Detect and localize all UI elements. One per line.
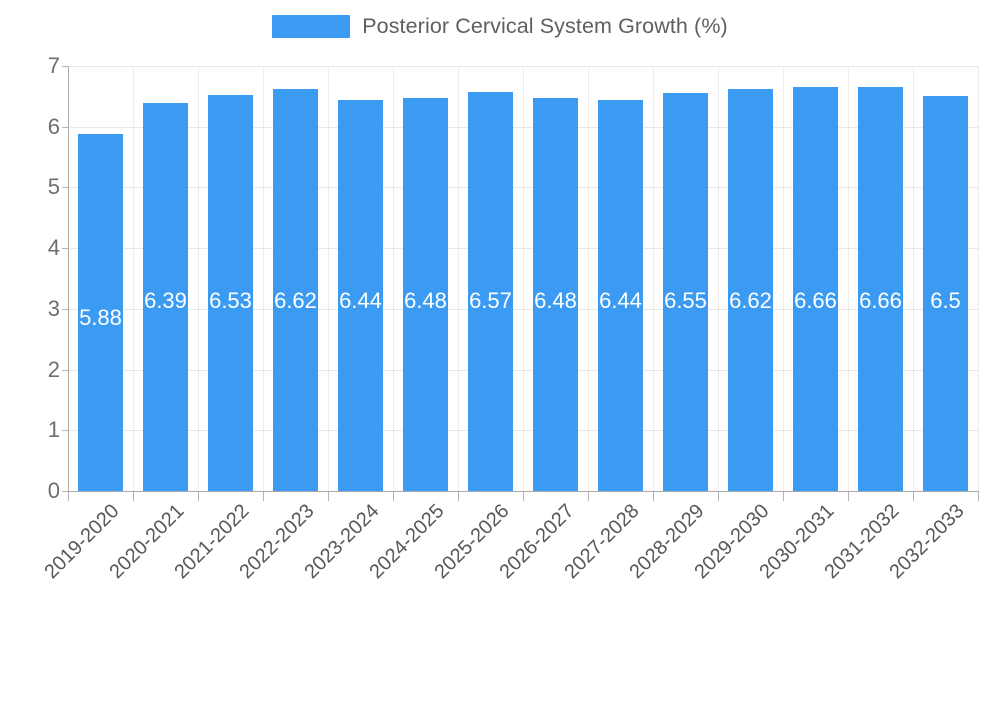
bar[interactable] xyxy=(142,103,189,491)
bar[interactable] xyxy=(337,100,384,491)
gridline-vertical xyxy=(978,66,979,491)
bar-value-label: 6.44 xyxy=(339,288,382,313)
bar-value-label: 6.62 xyxy=(274,288,317,313)
x-axis-tick-mark xyxy=(133,492,134,501)
x-axis-tick-mark xyxy=(783,492,784,501)
y-axis-tick-label: 5 xyxy=(47,174,60,200)
bar[interactable] xyxy=(467,92,514,491)
gridline-vertical xyxy=(523,66,524,491)
gridline-vertical xyxy=(393,66,394,491)
bar[interactable] xyxy=(662,93,709,491)
x-axis-tick-mark xyxy=(263,492,264,501)
bar[interactable] xyxy=(402,97,449,491)
gridline-vertical xyxy=(783,66,784,491)
x-axis-tick-mark xyxy=(198,492,199,501)
bar[interactable] xyxy=(272,89,319,491)
y-axis-tick-label: 7 xyxy=(47,53,60,78)
y-axis-tick-mark xyxy=(62,369,69,371)
x-axis-tick-mark xyxy=(913,492,914,501)
gridline-vertical xyxy=(198,66,199,491)
y-axis-tick-label: 0 xyxy=(47,478,60,503)
y-axis-tick-label: 2 xyxy=(47,356,60,382)
y-axis-tick-mark xyxy=(62,126,69,128)
gridline-vertical xyxy=(913,66,914,491)
y-axis-tick-label: 4 xyxy=(47,235,60,261)
bar-value-label: 6.48 xyxy=(404,288,447,313)
bar-value-label: 6.66 xyxy=(859,288,902,313)
x-axis-tick-mark xyxy=(328,492,329,501)
bar-value-label: 6.55 xyxy=(664,288,707,313)
y-axis-tick-labels: 0 1 2 3 4 5 6 7 xyxy=(0,53,60,503)
chart-legend: Posterior Cervical System Growth (%) xyxy=(0,14,1000,39)
bar[interactable] xyxy=(922,96,969,491)
x-axis-tick-mark xyxy=(588,492,589,501)
bar-value-label: 6.53 xyxy=(209,288,252,313)
y-axis-tick-mark xyxy=(62,66,69,67)
bar-chart: Posterior Cervical System Growth (%) 0 1 2… xyxy=(0,14,1000,583)
bar[interactable] xyxy=(77,134,124,491)
x-axis-tick-mark xyxy=(393,492,394,501)
x-axis-tick-mark xyxy=(523,492,524,501)
x-axis-tick-mark xyxy=(848,492,849,501)
y-axis-tick-mark xyxy=(62,308,69,310)
bar[interactable] xyxy=(532,97,579,491)
legend-swatch-series-1[interactable] xyxy=(272,15,351,38)
x-axis-tick-mark xyxy=(653,492,654,501)
gridline-vertical xyxy=(718,66,719,491)
bar-value-label: 6.5 xyxy=(930,288,961,313)
bar[interactable] xyxy=(207,94,254,491)
bar-value-label: 6.39 xyxy=(144,288,187,313)
bar[interactable] xyxy=(727,89,774,491)
gridline-vertical xyxy=(458,66,459,491)
x-axis-tick-mark xyxy=(978,492,979,501)
x-axis-line xyxy=(68,491,979,492)
plot-area: 5.88 6.39 6.53 6.62 6.44 6.48 6.57 6.48 6.44 6.55… xyxy=(68,66,979,492)
bar-value-label: 6.44 xyxy=(599,288,642,313)
bar-value-label: 6.62 xyxy=(729,288,772,313)
y-axis-line xyxy=(68,66,69,492)
x-axis-tick-mark xyxy=(458,492,459,501)
gridline-vertical xyxy=(848,66,849,491)
y-axis-tick-label: 3 xyxy=(47,295,60,321)
legend-label-series-1[interactable]: Posterior Cervical System Growth (%) xyxy=(362,14,728,38)
bar-value-label: 6.48 xyxy=(534,288,577,313)
bar-value-label: 5.88 xyxy=(79,305,122,330)
y-axis-tick-mark xyxy=(62,187,69,189)
y-axis-tick-mark xyxy=(62,491,69,492)
x-axis-tick-mark xyxy=(68,492,69,501)
bar[interactable] xyxy=(792,86,839,491)
y-axis-tick-label: 6 xyxy=(47,113,60,139)
gridline-vertical xyxy=(653,66,654,491)
gridline-vertical xyxy=(328,66,329,491)
y-axis-tick-mark xyxy=(62,430,69,432)
y-axis-tick-mark xyxy=(62,248,69,250)
bar-value-label: 6.57 xyxy=(469,288,512,313)
gridline-vertical xyxy=(133,66,134,491)
bar[interactable] xyxy=(597,100,644,491)
x-axis-tick-mark xyxy=(718,492,719,501)
gridline-vertical xyxy=(263,66,264,491)
bar-value-label: 6.66 xyxy=(794,288,837,313)
y-axis-tick-label: 1 xyxy=(47,417,60,443)
gridline-vertical xyxy=(588,66,589,491)
bar[interactable] xyxy=(857,86,904,491)
